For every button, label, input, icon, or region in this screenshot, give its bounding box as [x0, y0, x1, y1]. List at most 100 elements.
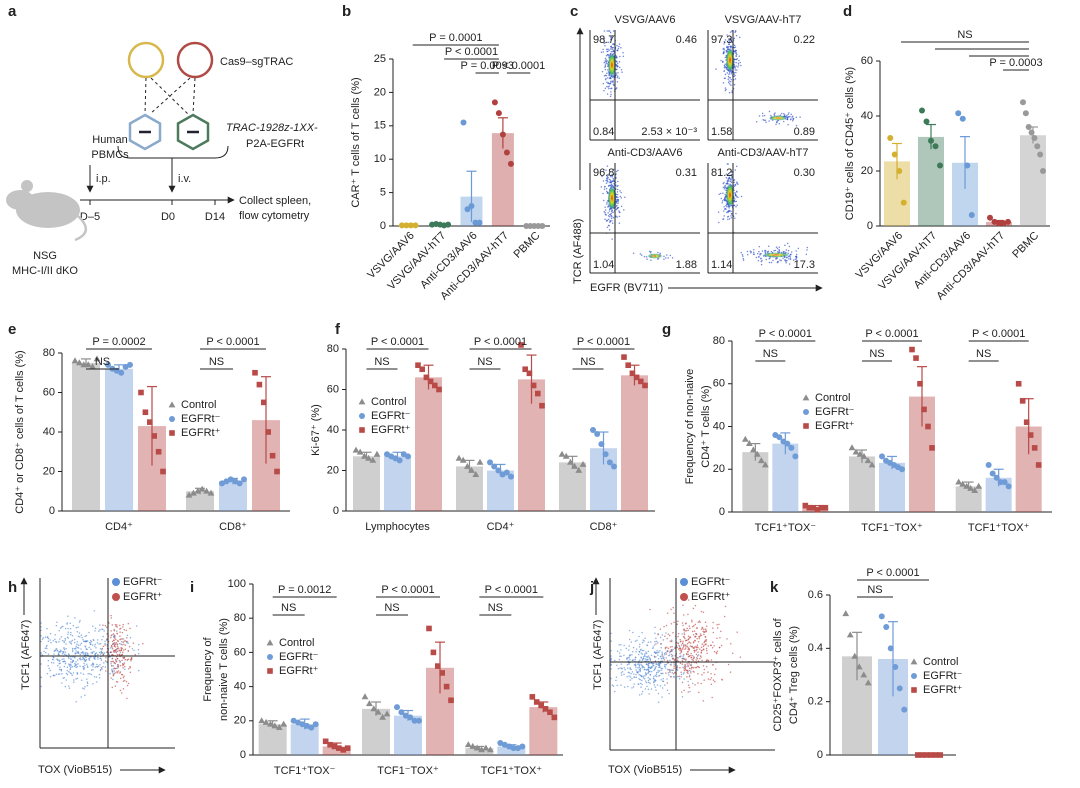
flow-event — [728, 41, 730, 43]
flow-event — [699, 634, 702, 637]
flow-event — [681, 642, 684, 644]
flow-event — [626, 663, 629, 666]
flow-event — [690, 645, 693, 648]
flow-event — [63, 676, 66, 679]
flow-event — [607, 191, 609, 194]
data-point — [547, 709, 553, 716]
flow-event — [616, 650, 619, 652]
data-point — [633, 374, 640, 381]
flow-event — [667, 647, 670, 650]
flow-event — [692, 633, 695, 636]
flow-event — [49, 675, 52, 678]
flow-event — [733, 58, 736, 61]
flow-event — [628, 656, 630, 659]
flow-event — [738, 55, 740, 57]
flow-event — [103, 630, 105, 632]
flow-event — [606, 93, 609, 95]
flow-event — [716, 650, 719, 653]
flow-event — [736, 196, 738, 198]
data-point — [439, 670, 445, 676]
flow-event — [760, 263, 763, 266]
flow-event — [718, 646, 721, 649]
flow-event — [125, 680, 128, 683]
flow-event — [663, 255, 665, 258]
flow-event — [124, 640, 127, 642]
flow-event — [727, 663, 730, 666]
flow-event — [65, 679, 67, 681]
flow-event — [746, 253, 749, 256]
flow-event — [604, 209, 607, 211]
flow-event — [758, 115, 761, 117]
flow-event — [666, 646, 668, 649]
flow-event — [641, 693, 643, 695]
flow-event — [702, 611, 705, 614]
flow-event — [608, 49, 610, 51]
significance-label: P < 0.0001 — [381, 584, 434, 596]
flow-event — [110, 645, 113, 647]
flow-event — [122, 662, 124, 665]
flow-event — [739, 61, 741, 64]
y-tick-label: 80 — [43, 347, 55, 359]
data-point — [340, 747, 347, 753]
flow-event — [610, 93, 612, 96]
panel-label: d — [843, 3, 852, 20]
flow-event — [795, 124, 798, 127]
flow-event — [723, 615, 726, 618]
flow-event — [683, 633, 686, 636]
flow-event — [79, 636, 81, 638]
flow-event — [761, 112, 764, 115]
flow-event — [119, 677, 122, 680]
data-point — [359, 427, 365, 433]
data-point — [207, 489, 215, 496]
flow-event — [75, 701, 77, 703]
flow-event — [118, 659, 121, 662]
significance-label: P < 0.0001 — [492, 60, 545, 72]
data-point — [147, 419, 153, 425]
significance-label: P < 0.0001 — [866, 567, 919, 579]
route-label: i.p. — [96, 173, 111, 185]
flow-event — [121, 647, 123, 649]
flow-event — [614, 659, 616, 662]
data-point — [361, 693, 369, 700]
data-point — [155, 448, 162, 455]
flow-event — [102, 624, 104, 626]
flow-event — [619, 655, 621, 658]
data-point — [455, 454, 463, 461]
flow-event — [609, 221, 611, 223]
flow-event — [752, 251, 755, 254]
flow-event — [83, 688, 85, 690]
flow-event — [742, 257, 744, 260]
flow-event — [123, 663, 125, 666]
flow-event — [58, 651, 60, 653]
flow-event — [108, 653, 110, 655]
data-point — [932, 752, 939, 758]
flow-event — [54, 649, 56, 651]
data-point — [365, 454, 372, 461]
flow-event — [796, 260, 799, 262]
flow-event — [671, 669, 673, 671]
y-tick-label: 0 — [333, 505, 339, 517]
flow-event — [109, 672, 111, 675]
flow-event — [623, 654, 625, 657]
flow-event — [105, 651, 108, 653]
data-point — [985, 461, 992, 468]
flow-event — [616, 68, 618, 71]
flow-event — [608, 185, 610, 187]
flow-event — [646, 644, 649, 647]
flow-event — [608, 208, 611, 210]
flow-event — [768, 257, 771, 259]
flow-event — [724, 89, 727, 92]
flow-event — [76, 630, 79, 633]
data-point — [435, 663, 441, 669]
flow-event — [616, 191, 619, 193]
data-point — [602, 451, 609, 458]
panel-label: j — [589, 579, 594, 596]
flow-event — [615, 72, 617, 74]
data-point — [864, 679, 872, 686]
significance-label: P = 0.0001 — [429, 32, 482, 44]
flow-event — [623, 667, 626, 669]
flow-event — [716, 627, 719, 629]
data-point — [280, 720, 288, 727]
data-point — [168, 401, 176, 408]
flow-event — [112, 642, 115, 645]
